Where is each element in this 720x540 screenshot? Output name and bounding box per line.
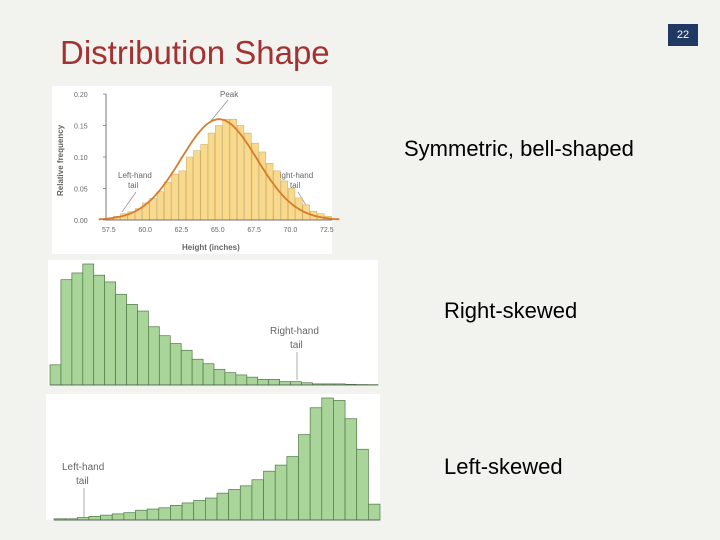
bell-peak-pointer bbox=[209, 99, 229, 123]
left-skew-bar bbox=[135, 509, 148, 521]
left-skew-bar bbox=[321, 397, 334, 521]
right-tail-label: Right-hand tail bbox=[270, 326, 319, 351]
right-skew-bar bbox=[49, 364, 62, 386]
bell-x-tick-label: 67.5 bbox=[247, 227, 261, 234]
caption-right-skewed: Right-skewed bbox=[444, 298, 578, 323]
left-skew-bar bbox=[228, 489, 241, 521]
left-skew-bar bbox=[333, 400, 346, 521]
right-skew-bar bbox=[82, 263, 95, 386]
bell-chart: Relative frequency Height (inches) Peak … bbox=[52, 86, 340, 254]
bell-bar bbox=[200, 144, 208, 221]
caption-symmetric: Symmetric, bell-shaped bbox=[404, 136, 634, 161]
caption-left-skewed: Left-skewed bbox=[444, 454, 563, 479]
right-skew-bar bbox=[93, 274, 106, 386]
page-number-badge: 22 bbox=[668, 24, 698, 46]
bell-x-tick-label: 70.0 bbox=[284, 227, 298, 234]
left-skew-bar bbox=[309, 407, 323, 521]
bell-bar bbox=[229, 118, 237, 221]
bell-x-tick-label: 60.0 bbox=[138, 227, 152, 234]
left-skew-bar bbox=[100, 514, 113, 521]
bell-bar bbox=[149, 198, 157, 221]
left-skew-bar bbox=[158, 507, 171, 521]
right-skew-bar bbox=[60, 279, 73, 386]
bell-bar bbox=[178, 170, 186, 221]
left-skew-bar bbox=[344, 418, 358, 521]
left-skew-bar bbox=[239, 485, 253, 521]
bell-x-tick-label: 72.5 bbox=[320, 227, 334, 234]
bell-x-tick-label: 65.0 bbox=[211, 227, 225, 234]
bell-x-tick-label: 62.5 bbox=[175, 227, 189, 234]
right-skew-bar bbox=[213, 368, 226, 386]
bell-left-tail-label: Left-hand tail bbox=[118, 171, 152, 190]
right-skew-bar bbox=[290, 381, 302, 386]
bell-y-tick-label: 0.10 bbox=[74, 155, 88, 162]
right-skew-bar bbox=[115, 293, 127, 386]
left-skew-bar bbox=[216, 492, 229, 521]
bell-x-tick-label: 57.5 bbox=[102, 227, 116, 234]
bell-y-tick-label: 0.15 bbox=[74, 124, 88, 131]
bell-bar bbox=[164, 181, 172, 221]
right-skew-bar bbox=[137, 310, 149, 386]
slide-title: Distribution Shape bbox=[60, 34, 330, 71]
left-skew-bar bbox=[170, 505, 183, 521]
left-skew-bar bbox=[193, 500, 206, 521]
left-skew-bar bbox=[298, 434, 311, 521]
bell-y-tick-label: 0.20 bbox=[74, 92, 88, 99]
left-skew-bar bbox=[286, 456, 299, 521]
left-tail-label: Left-hand tail bbox=[62, 462, 104, 487]
left-skew-bar bbox=[251, 479, 264, 521]
left-skew-bar bbox=[368, 503, 381, 521]
right-skewed-chart: Right-hand tail bbox=[48, 260, 379, 386]
bell-bar bbox=[236, 125, 245, 221]
left-skewed-chart: Left-hand tail bbox=[46, 394, 381, 521]
right-skew-bar bbox=[268, 379, 280, 386]
right-skew-bar bbox=[279, 381, 291, 386]
bell-bar bbox=[185, 156, 194, 221]
bell-curve bbox=[98, 118, 340, 221]
left-skew-bar bbox=[274, 464, 288, 521]
right-skew-bar bbox=[158, 335, 171, 386]
right-skew-bar bbox=[71, 272, 84, 386]
left-skew-bar bbox=[205, 497, 218, 521]
bell-bar bbox=[266, 163, 274, 221]
right-skew-bar bbox=[224, 372, 237, 386]
right-skew-bar bbox=[191, 358, 204, 386]
bell-left-tail-pointer bbox=[121, 191, 137, 213]
right-skew-bar bbox=[148, 326, 160, 386]
left-skew-bar bbox=[356, 448, 369, 521]
right-skew-bar bbox=[246, 376, 259, 386]
left-skew-bar bbox=[181, 502, 195, 521]
bell-bar bbox=[207, 132, 216, 221]
left-skew-bar bbox=[88, 515, 101, 521]
right-skew-bar bbox=[180, 349, 193, 386]
bell-bar bbox=[273, 170, 281, 221]
bell-y-tick-label: 0.05 bbox=[74, 187, 88, 194]
right-skew-bar bbox=[257, 379, 270, 386]
left-skew-bar bbox=[111, 513, 125, 521]
bell-bar bbox=[193, 150, 201, 221]
right-skew-bar bbox=[169, 343, 182, 386]
bell-ylabel: Relative frequency bbox=[56, 124, 65, 196]
left-skew-bar bbox=[263, 470, 276, 521]
right-skew-bar bbox=[235, 374, 248, 386]
bell-peak-label: Peak bbox=[220, 90, 239, 99]
bell-y-tick-label: 0.00 bbox=[74, 218, 88, 225]
bell-bar bbox=[171, 173, 179, 221]
bell-xlabel: Height (inches) bbox=[182, 243, 240, 252]
bell-right-tail-label: Right-hand tail bbox=[274, 171, 313, 190]
right-skew-bar bbox=[104, 281, 116, 386]
right-skew-bar bbox=[126, 303, 138, 386]
right-skew-bar bbox=[202, 363, 215, 386]
left-skew-bar bbox=[146, 508, 160, 521]
bell-bar bbox=[258, 151, 267, 221]
bell-bar bbox=[156, 191, 164, 221]
bell-bar bbox=[215, 125, 223, 221]
left-skew-bar bbox=[123, 512, 136, 521]
bell-bar bbox=[222, 118, 230, 221]
